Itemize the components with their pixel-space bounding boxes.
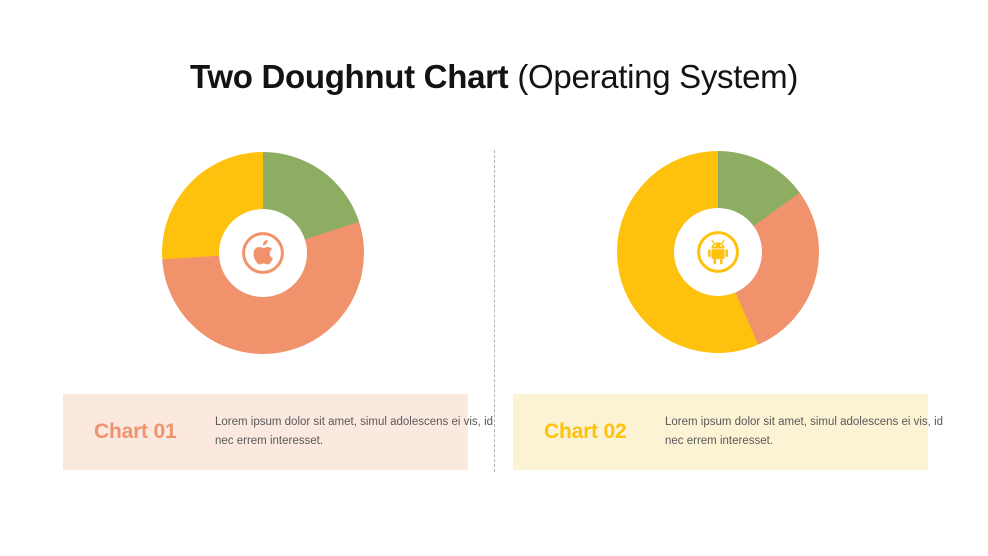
vertical-divider <box>494 150 495 472</box>
page-title-regular: (Operating System) <box>517 58 799 96</box>
chart-01-caption-box: Chart 01 Lorem ipsum dolor sit amet, sim… <box>63 394 493 470</box>
doughnut-chart-02 <box>617 151 819 353</box>
doughnut-chart-01 <box>162 152 364 354</box>
page-title-bold: Two Doughnut Chart <box>189 58 509 96</box>
chart-02-caption-box: Chart 02 Lorem ipsum dolor sit amet, sim… <box>513 394 943 470</box>
android-icon <box>697 231 739 273</box>
doughnut-01-hole <box>219 209 307 297</box>
doughnut-02-hole <box>674 208 762 296</box>
chart-02-description: Lorem ipsum dolor sit amet, simul adoles… <box>665 416 944 447</box>
apple-icon <box>242 232 284 274</box>
chart-01-description: Lorem ipsum dolor sit amet, simul adoles… <box>215 416 494 447</box>
chart-01-label: Chart 01 <box>94 420 177 443</box>
chart-02-label: Chart 02 <box>544 420 627 443</box>
page-title: Two Doughnut Chart (Operating System) <box>0 58 988 96</box>
